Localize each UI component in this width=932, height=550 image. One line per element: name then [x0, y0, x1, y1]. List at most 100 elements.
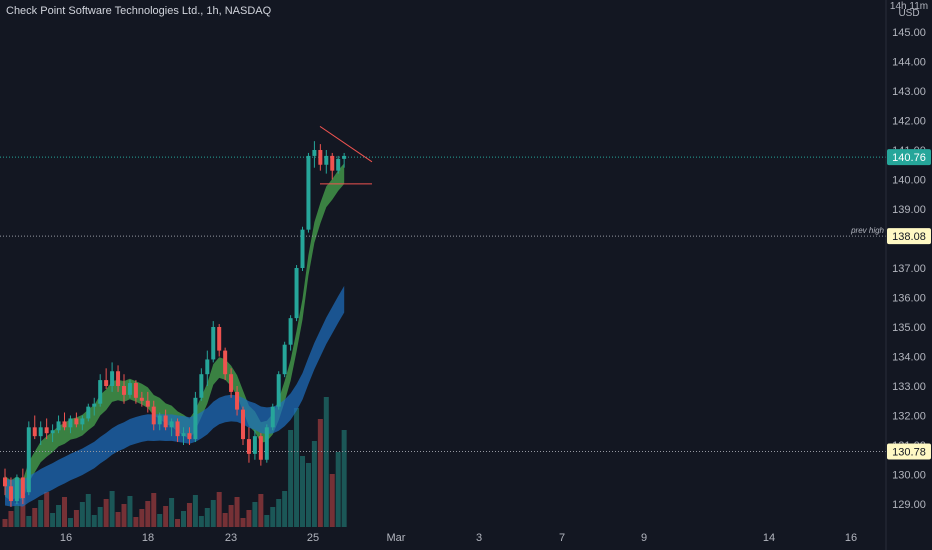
x-tick-label: 18 [142, 532, 154, 544]
volume-bar [192, 495, 198, 527]
volume-layer [2, 397, 347, 527]
candle-body [32, 427, 37, 437]
candle-body [139, 397, 144, 401]
level-badge: 138.08 [887, 228, 931, 245]
candle-body [223, 350, 228, 375]
candle-body [229, 374, 234, 392]
candle-body [163, 415, 168, 428]
triangle-upper-line [319, 125, 373, 163]
volume-bar [198, 516, 204, 527]
candle-body [312, 150, 317, 156]
candle-body [92, 403, 97, 407]
volume-bar [109, 491, 115, 527]
volume-bar [294, 408, 300, 527]
candle-body [62, 421, 67, 428]
chart-title: Check Point Software Technologies Ltd., … [6, 5, 272, 17]
volume-bar [115, 512, 121, 527]
volume-bar [288, 430, 294, 527]
candle-body [324, 155, 329, 165]
y-tick-label: 133.00 [892, 381, 926, 393]
volume-bar [329, 474, 335, 527]
candle-body [175, 421, 180, 437]
volume-bar [32, 508, 38, 527]
volume-bar [163, 506, 169, 527]
candle-body [300, 229, 305, 268]
volume-bar [323, 397, 329, 527]
volume-bar [8, 511, 14, 527]
candle-body [56, 421, 61, 431]
y-tick-label: 130.00 [892, 470, 926, 482]
candle-body [276, 374, 281, 407]
candle-body [133, 383, 138, 398]
volume-bar [50, 513, 56, 527]
y-tick-label: 132.00 [892, 411, 926, 423]
x-tick-label: 9 [641, 532, 647, 544]
volume-bar [2, 519, 8, 527]
price-axis[interactable]: 14h 11m USD 129.00130.00131.00132.00133.… [885, 0, 932, 550]
volume-bar [157, 514, 163, 527]
candle-body [306, 155, 311, 230]
candle-body [50, 430, 55, 434]
candle-body [330, 155, 335, 171]
y-tick-label: 134.00 [892, 352, 926, 364]
y-tick-label: 135.00 [892, 322, 926, 334]
volume-bar [62, 497, 67, 527]
volume-bar [204, 508, 210, 527]
volume-bar [234, 497, 240, 527]
x-tick-label: 3 [476, 532, 482, 544]
x-tick-label: Mar [387, 532, 406, 544]
level-badge: 130.78 [887, 443, 931, 460]
candle-body [68, 418, 73, 428]
volume-bar [276, 499, 282, 527]
candle-body [288, 318, 293, 345]
candle-body [3, 477, 7, 487]
y-tick-label: 144.00 [892, 57, 926, 69]
volume-bar [14, 503, 20, 527]
candle-body [20, 477, 25, 499]
level-badge-bg [887, 228, 931, 245]
ribbon-layer [5, 163, 345, 507]
volume-bar [56, 505, 62, 527]
volume-bar [73, 510, 79, 527]
volume-bar [175, 519, 181, 527]
volume-bar [210, 500, 216, 527]
candle-body [145, 400, 150, 407]
volume-bar [139, 509, 145, 527]
corner-label: 14h 11m [890, 1, 928, 12]
level-lines: prev high [0, 156, 886, 452]
volume-bar [311, 441, 317, 527]
volume-bar [151, 493, 157, 527]
candle-body [98, 380, 103, 404]
volume-bar [91, 515, 97, 527]
volume-bar [216, 492, 222, 527]
candle-body [294, 268, 299, 319]
candles-layer [3, 141, 347, 507]
x-tick-label: 16 [845, 532, 857, 544]
volume-bar [26, 516, 32, 527]
volume-bar [317, 419, 323, 527]
volume-bar [186, 503, 192, 527]
candle-body [44, 427, 49, 434]
y-tick-label: 136.00 [892, 293, 926, 305]
candle-body [235, 391, 240, 410]
level-badge-label: 130.78 [892, 446, 926, 458]
volume-bar [181, 511, 186, 527]
candle-body [169, 421, 174, 428]
volume-bar [44, 492, 50, 527]
candle-body [217, 327, 222, 351]
x-tick-label: 25 [307, 532, 319, 544]
volume-bar [20, 495, 26, 527]
y-tick-label: 143.00 [892, 86, 926, 98]
time-axis[interactable]: 16 18 23 25 Mar 3 7 9 14 16 [60, 532, 857, 544]
last-price-badge-bg [887, 149, 931, 166]
candle-body [187, 433, 192, 440]
y-tick-label: 142.00 [892, 116, 926, 128]
candle-body [14, 477, 19, 502]
candle-body [116, 371, 121, 386]
volume-bar [222, 513, 228, 527]
candle-body [342, 155, 347, 159]
candle-body [264, 427, 269, 460]
volume-bar [258, 494, 264, 527]
level-badge-bg [887, 443, 931, 460]
